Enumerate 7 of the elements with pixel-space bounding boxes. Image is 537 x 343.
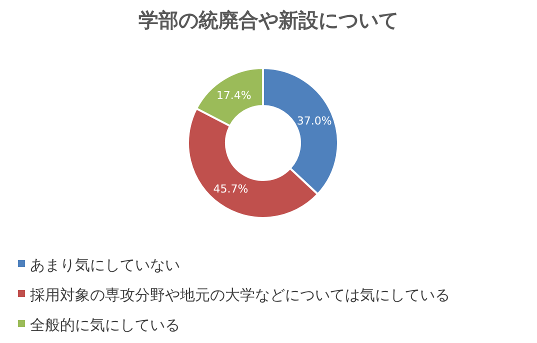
data-label: 45.7% [213, 182, 248, 196]
legend-label: あまり気にしていない [30, 256, 180, 274]
legend-label: 全般的に気にしている [30, 316, 180, 334]
data-label: 37.0% [296, 114, 332, 128]
chart-title: 学部の統廃合や新設について [138, 8, 398, 32]
data-label: 17.4% [216, 89, 252, 102]
legend-label: 採用対象の専攻分野や地元の大学などについては気にしている [30, 286, 450, 304]
